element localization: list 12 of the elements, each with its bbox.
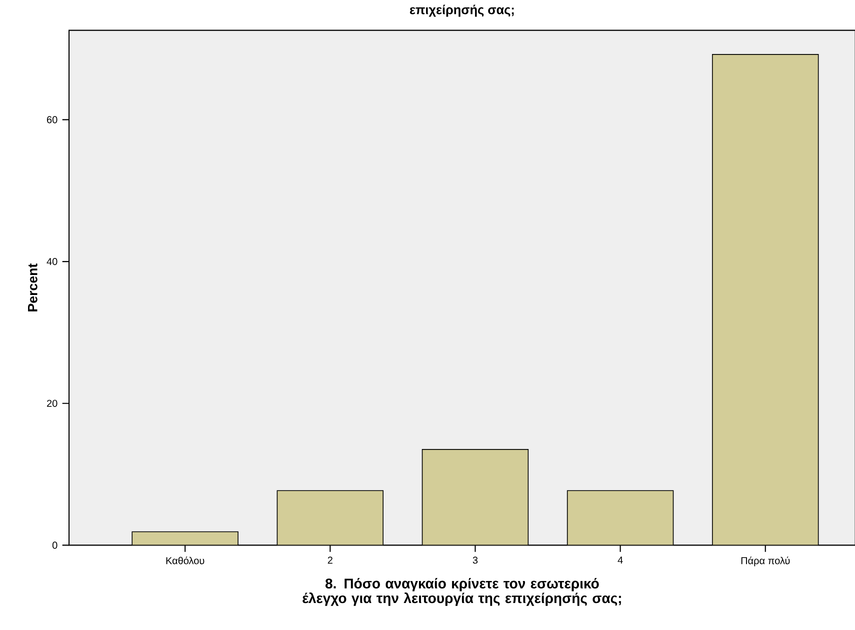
- x-tick-label: Καθόλου: [166, 556, 204, 564]
- y-axis-title: Percent: [28, 263, 38, 312]
- y-tick-label: 60: [47, 116, 58, 124]
- y-tick-label: 0: [52, 542, 58, 549]
- x-tick-label: Πάρα πολύ: [741, 556, 790, 566]
- x-tick-label: 4: [618, 556, 623, 564]
- y-tick-label: 40: [46, 258, 58, 265]
- x-tick-label: 3: [472, 556, 478, 564]
- x-tick-label: 2: [328, 556, 332, 564]
- y-tick-label: 20: [47, 400, 58, 407]
- x-axis-title: 8. Πόσο αναγκαίο κρίνετε τον εσωτερικό έλεγχο για την λειτουργία της επιχείρησής σας;: [302, 578, 621, 606]
- chart-title: επιχείρησής σας;: [410, 4, 514, 17]
